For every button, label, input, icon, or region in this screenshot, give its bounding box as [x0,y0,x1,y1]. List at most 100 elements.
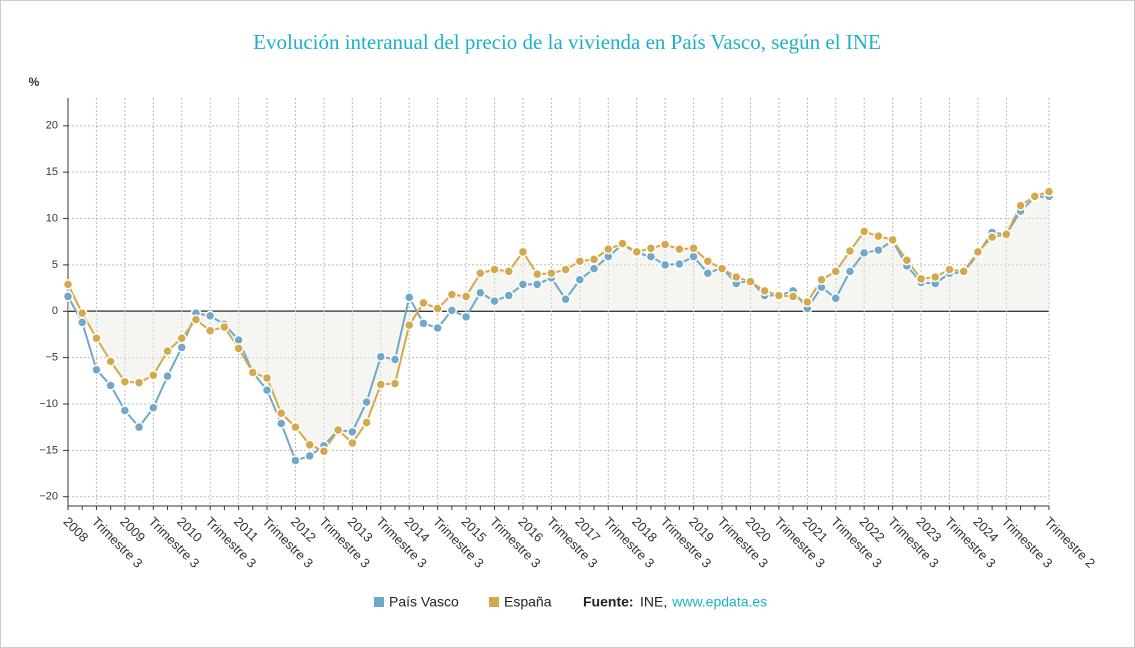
point [560,293,571,305]
point [219,321,230,333]
point [873,244,884,256]
point [162,370,173,382]
point [133,377,145,388]
chart-title: Evolución interanual del precio de la vi… [253,30,881,54]
point [887,234,898,246]
point [62,291,74,302]
point [489,264,500,275]
point [674,243,685,255]
point [176,342,187,353]
point [446,289,458,300]
point [716,263,728,274]
point [403,292,415,303]
point [858,247,870,259]
point [375,351,387,362]
point [76,317,88,328]
point [1015,200,1026,211]
point [688,242,699,254]
point [190,314,202,325]
legend-label: País Vasco [389,594,459,610]
point [659,259,671,271]
point [247,367,259,378]
point [816,274,827,285]
point [347,426,358,438]
point [702,268,714,279]
point [531,279,543,290]
point [930,271,941,283]
y-axis-label: % [29,75,40,89]
point [958,266,969,277]
point [475,268,486,279]
point [361,417,372,428]
point [674,258,685,270]
point [603,243,614,255]
point [944,264,955,275]
point [574,255,586,267]
point [460,291,472,302]
y-tick-label: −15 [39,444,58,456]
point [91,364,102,375]
point [759,285,770,297]
y-tick-label: 5 [52,259,58,271]
point [418,297,429,309]
point [76,307,88,319]
point [901,255,913,266]
point [105,356,116,367]
point [645,242,657,254]
point [276,408,287,419]
point [517,246,529,258]
point [62,279,74,290]
point [560,264,571,275]
point [659,239,671,250]
area [68,191,1049,452]
point [873,230,884,242]
point [304,439,315,451]
point [389,378,401,389]
point [844,266,856,277]
legend-swatch [489,597,499,607]
point [730,271,742,283]
point [531,268,543,280]
point [1043,186,1055,197]
point [361,396,372,408]
point [290,455,301,466]
point [148,370,159,381]
point [332,424,344,436]
point [475,287,486,298]
legend-label: España [504,594,552,610]
y-tick-label: −20 [39,491,58,503]
source: INE, [640,594,667,610]
point [972,246,984,258]
point [986,231,998,243]
point [105,380,116,391]
y-tick-label: −10 [39,398,58,410]
point [204,310,216,322]
series-line [67,190,1050,453]
point [119,376,131,387]
point [773,290,785,301]
point [844,245,856,257]
point [503,290,514,301]
point [261,384,273,396]
point [503,266,514,277]
point [432,322,443,334]
point [446,305,458,316]
point [1029,191,1041,202]
point [588,263,600,274]
y-tick-label: −5 [45,352,58,364]
point [403,319,415,331]
point [830,293,841,304]
point [148,402,159,413]
source-link[interactable]: www.epdata.es [671,594,767,610]
y-tick-label: 15 [46,166,58,178]
point [631,246,642,258]
point [460,311,472,323]
point [347,437,358,449]
point [745,276,756,287]
x-tick-label: 2008 [60,514,91,545]
point [517,279,529,290]
point [802,296,813,308]
point [389,354,401,365]
point [915,273,927,285]
